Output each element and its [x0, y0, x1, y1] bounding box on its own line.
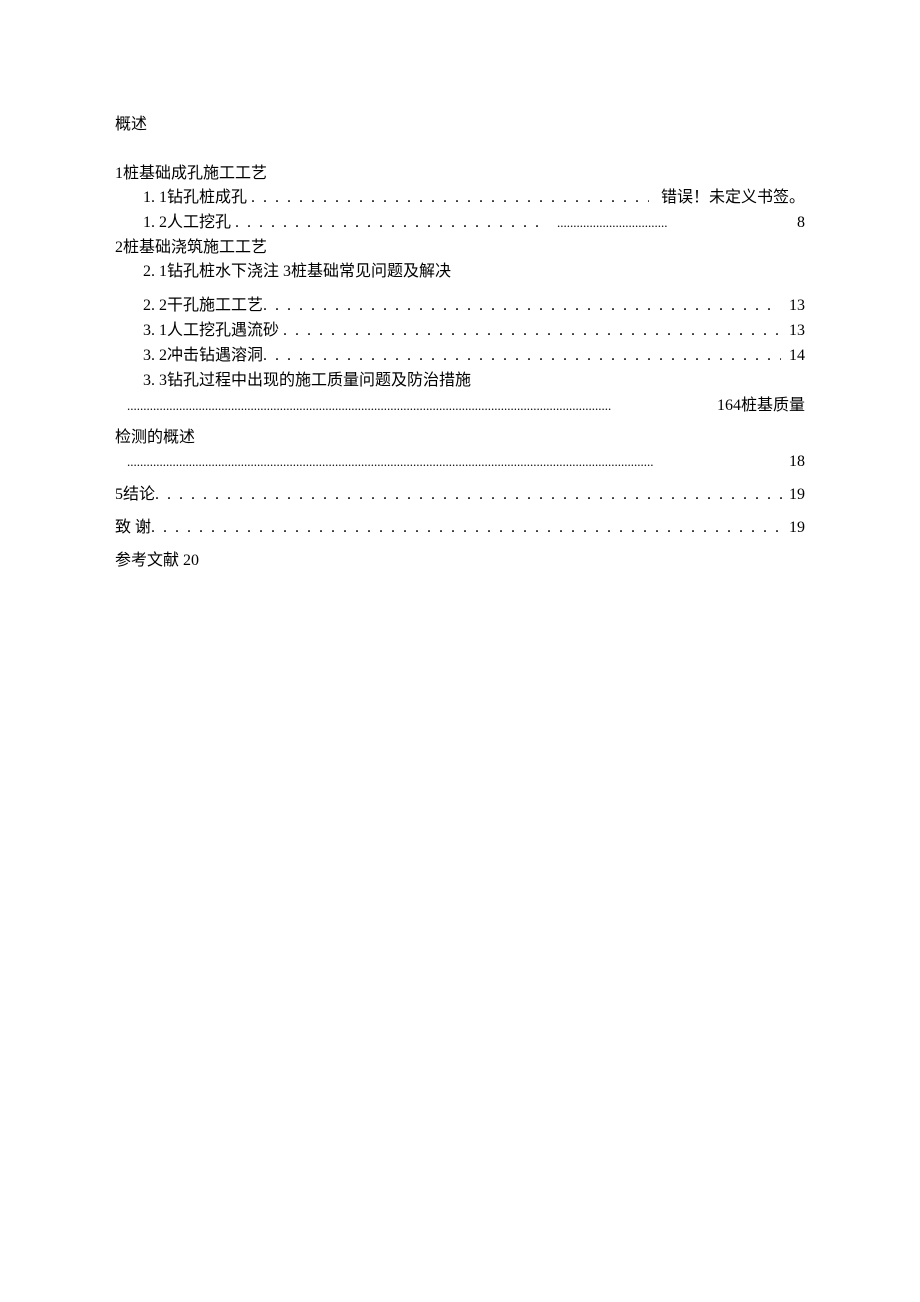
toc-page: 14: [789, 344, 805, 369]
toc-page: 19: [789, 516, 805, 541]
toc-entry-3-3-label: 3. 3钻孔过程中出现的施工质量问题及防治措施: [115, 369, 805, 394]
toc-entry-section3-page: ........................................…: [115, 450, 805, 475]
overview-heading: 概述: [115, 110, 805, 134]
toc-leader: . . . . . . . . . . . . . . . . . . . . …: [235, 211, 545, 236]
toc-leader: ........................................…: [127, 452, 789, 472]
toc-page: 13: [789, 294, 805, 319]
toc-page: 18: [789, 450, 805, 475]
section-3-heading: 检测的概述: [115, 426, 805, 450]
toc-entry-3-1: 3. 1人工挖孔遇流砂 . . . . . . . . . . . . . . …: [115, 319, 805, 344]
toc-label: 1. 1钻孔桩成孔: [143, 186, 247, 211]
toc-label: 3. 2冲击钻遇溶洞: [143, 344, 263, 369]
toc-label: 2. 1钻孔桩水下浇注 3桩基础常见问题及解决: [143, 263, 451, 280]
toc-entry-thanks: 致 谢 . . . . . . . . . . . . . . . . . . …: [115, 516, 805, 541]
toc-leader: ..................................: [557, 213, 797, 233]
toc-label: 1. 2人工挖孔: [143, 211, 231, 236]
toc-entry-3-2: 3. 2冲击钻遇溶洞 . . . . . . . . . . . . . . .…: [115, 344, 805, 369]
toc-entry-references: 参考文献 20: [115, 549, 805, 574]
toc-page: 13: [789, 319, 805, 344]
toc-label: 5结论: [115, 483, 155, 508]
toc-page: 8: [797, 211, 805, 236]
toc-entry-2-1: 2. 1钻孔桩水下浇注 3桩基础常见问题及解决: [115, 260, 805, 285]
toc-leader: ........................................…: [127, 396, 717, 416]
toc-label: 3. 1人工挖孔遇流砂: [143, 319, 279, 344]
toc-leader: . . . . . . . . . . . . . . . . . . . . …: [155, 483, 785, 508]
toc-leader: . . . . . . . . . . . . . . . . . . . . …: [151, 516, 785, 541]
toc-page: 错误！未定义书签。: [661, 186, 805, 211]
toc-leader: . . . . . . . . . . . . . . . . . . . . …: [263, 294, 777, 319]
toc-page: 16: [717, 394, 733, 419]
toc-leader: . . . . . . . . . . . . . . . . . . . . …: [263, 344, 781, 369]
toc-entry-conclusion: 5结论 . . . . . . . . . . . . . . . . . . …: [115, 483, 805, 508]
section-2-heading: 2桩基础浇筑施工工艺: [115, 236, 805, 260]
section-1-heading: 1桩基础成孔施工工艺: [115, 162, 805, 186]
toc-entry-2-2: 2. 2干孔施工工艺 . . . . . . . . . . . . . . .…: [115, 294, 805, 319]
toc-entry-1-2: 1. 2人工挖孔 . . . . . . . . . . . . . . . .…: [115, 211, 805, 236]
toc-label: 3. 3钻孔过程中出现的施工质量问题及防治措施: [143, 372, 471, 389]
toc-entry-3-3-page: ........................................…: [115, 394, 805, 419]
toc-leader: . . . . . . . . . . . . . . . . . . . . …: [251, 186, 649, 211]
toc-label: 致 谢: [115, 516, 151, 541]
toc-entry-1-1: 1. 1钻孔桩成孔 . . . . . . . . . . . . . . . …: [115, 186, 805, 211]
toc-trailing-label: 4桩基质量: [733, 394, 805, 419]
toc-leader: . . . . . . . . . . . . . . . . . . . . …: [283, 319, 785, 344]
toc-label: 2. 2干孔施工工艺: [143, 294, 263, 319]
toc-page: 19: [789, 483, 805, 508]
toc-label: 参考文献 20: [115, 552, 199, 569]
